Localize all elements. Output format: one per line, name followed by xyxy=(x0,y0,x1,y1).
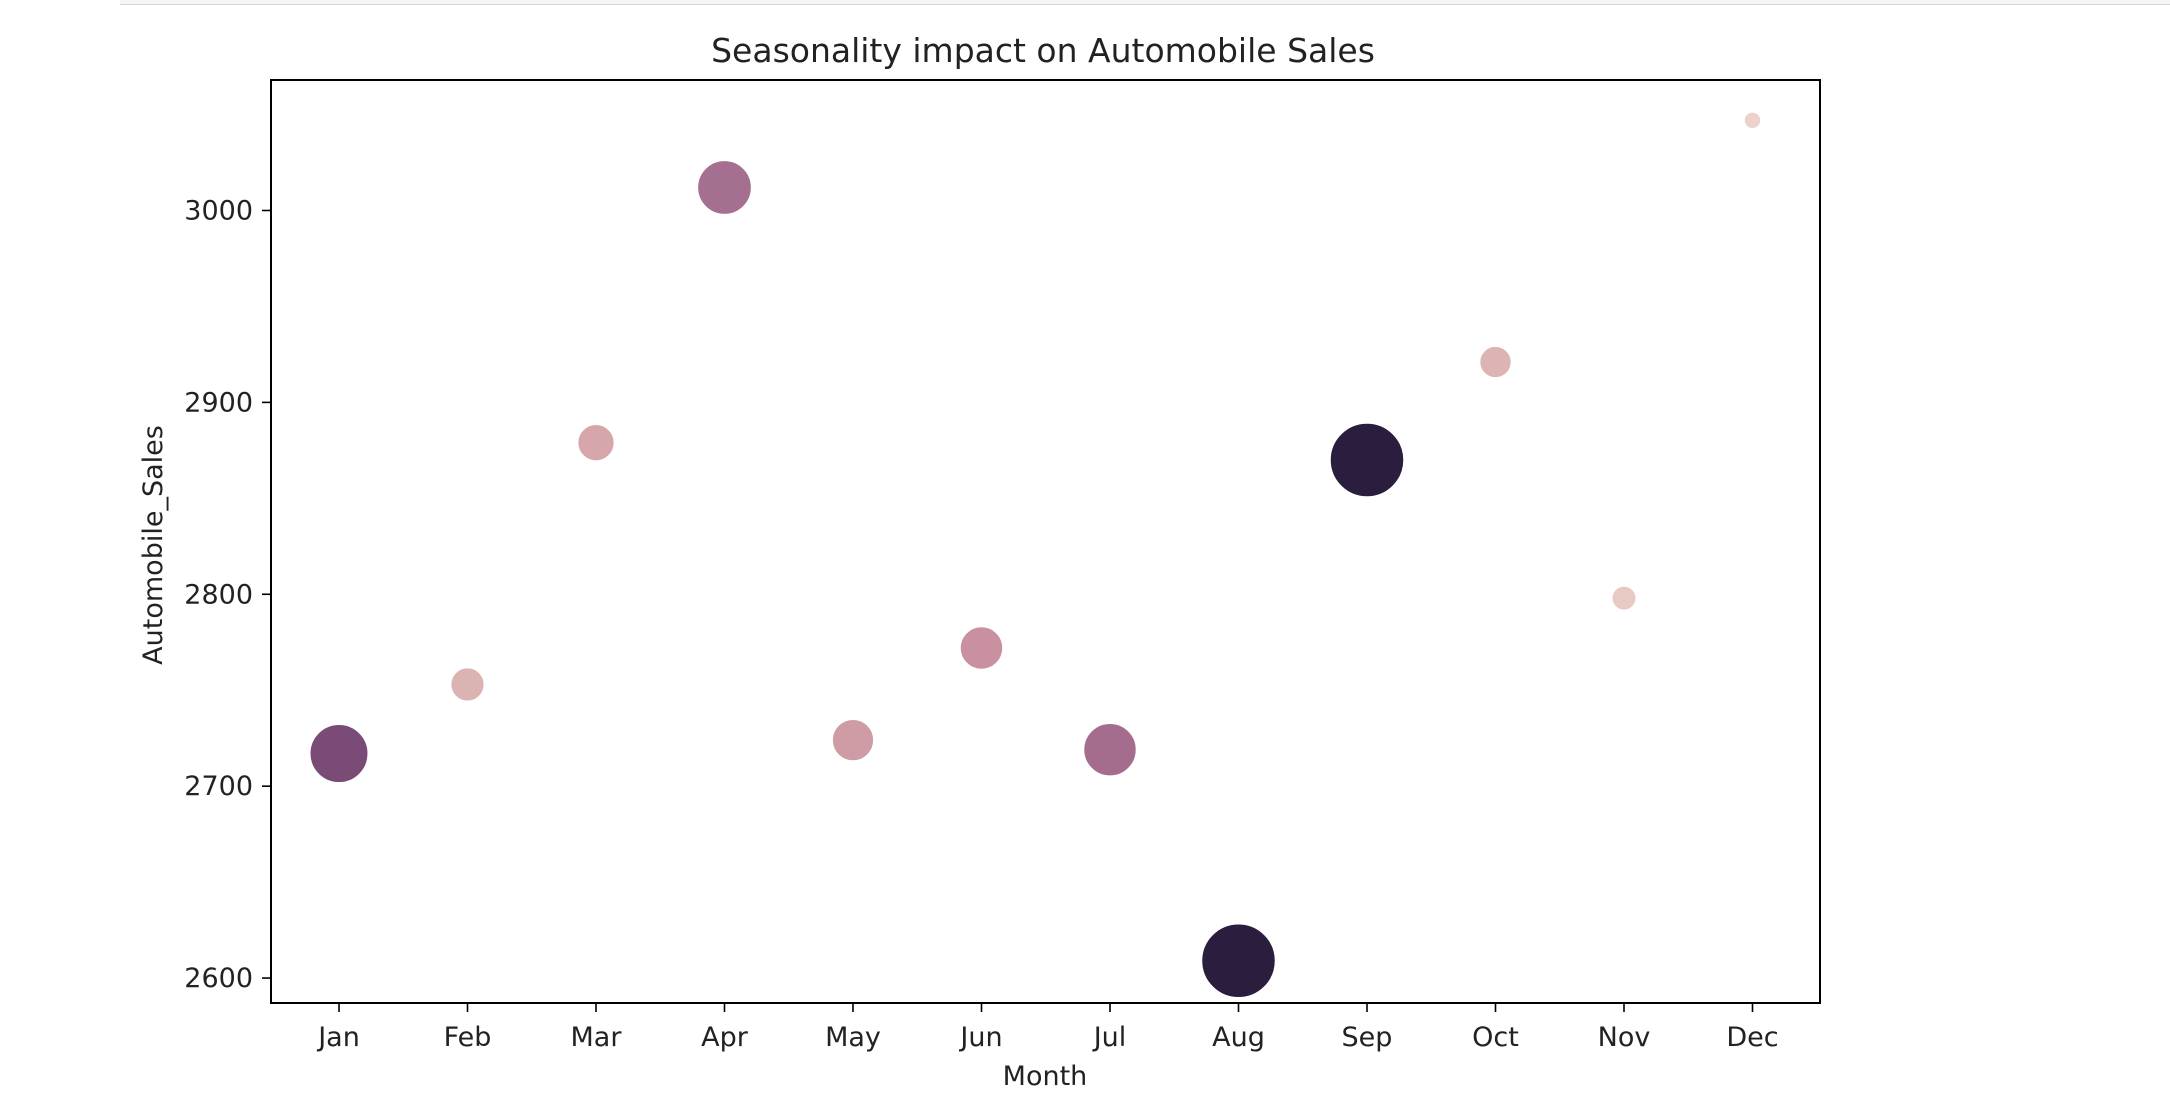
top-border-strip xyxy=(120,0,2170,5)
scatter-point-nov xyxy=(1611,585,1637,612)
x-tick-label: Nov xyxy=(1598,1022,1651,1053)
plot-area-frame xyxy=(270,79,1821,1004)
x-axis-title: Month xyxy=(1003,1061,1088,1092)
y-axis-title: Automobile_Sales xyxy=(138,425,169,665)
scatter-markers xyxy=(309,111,1762,999)
x-tick-label: Dec xyxy=(1726,1022,1778,1053)
x-tick-label: May xyxy=(825,1022,881,1053)
x-tick-label: Jul xyxy=(1092,1022,1127,1053)
x-tick-label: Aug xyxy=(1212,1022,1265,1053)
x-tick-label: Jan xyxy=(316,1022,360,1053)
y-tick-label: 2700 xyxy=(184,771,253,802)
scatter-point-jun xyxy=(959,625,1004,671)
y-tick-label: 2900 xyxy=(184,387,253,418)
y-tick-label: 2800 xyxy=(184,579,253,610)
scatter-point-jul xyxy=(1082,722,1138,777)
x-tick-label: Feb xyxy=(444,1022,492,1053)
scatter-point-feb xyxy=(449,666,486,703)
scatter-point-sep xyxy=(1329,422,1405,498)
chart-title: Seasonality impact on Automobile Sales xyxy=(711,31,1375,70)
scatter-point-aug xyxy=(1200,923,1277,999)
x-tick-label: Oct xyxy=(1472,1022,1519,1053)
x-tick-label: Jun xyxy=(958,1022,1002,1053)
x-axis: Jan Feb Mar Apr May Jun Jul Aug Sep Oct Nov Dec xyxy=(316,1003,1779,1053)
scatter-point-may xyxy=(831,718,875,762)
scatter-point-jan xyxy=(309,723,369,784)
x-tick-label: Apr xyxy=(701,1022,749,1053)
scatter-point-mar xyxy=(576,423,616,462)
scatter-point-oct xyxy=(1478,345,1513,379)
y-tick-label: 2600 xyxy=(184,963,253,994)
y-tick-label: 3000 xyxy=(184,195,253,226)
x-tick-label: Mar xyxy=(571,1022,623,1053)
scatter-point-apr xyxy=(696,159,753,216)
scatter-point-dec xyxy=(1743,111,1762,130)
x-tick-label: Sep xyxy=(1342,1022,1393,1053)
y-axis: 2600 2700 2800 2900 3000 xyxy=(184,195,271,994)
